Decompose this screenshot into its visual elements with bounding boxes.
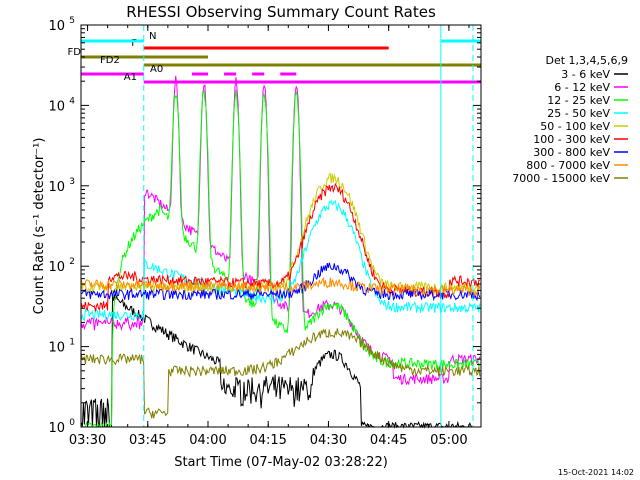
- y-tick-exponent: 4: [69, 96, 75, 106]
- flag-label: FD2: [100, 55, 120, 66]
- y-tick-exponent: 3: [69, 177, 75, 187]
- series-line-6: [81, 262, 481, 302]
- chart-title: RHESSI Observing Summary Count Rates: [126, 3, 436, 21]
- series-line-1: [80, 75, 481, 386]
- y-axis-label: Count Rate (s⁻¹ detector⁻¹): [32, 138, 47, 315]
- flag-label: A0: [150, 64, 163, 75]
- y-tick-exponent: 2: [69, 257, 75, 267]
- series-line-2: [80, 89, 481, 429]
- flag-label: N: [149, 31, 156, 42]
- legend-entry-1: 6 - 12 keV: [554, 81, 610, 94]
- legend-entry-5: 100 - 300 keV: [533, 133, 610, 146]
- legend-entry-0: 3 - 6 keV: [561, 68, 610, 81]
- series-lines: [80, 75, 481, 429]
- timestamp: 15-Oct-2021 14:02: [558, 468, 634, 477]
- series-line-8: [80, 328, 481, 419]
- y-tick-exponent: 1: [69, 338, 75, 348]
- y-tick-exponent: 0: [69, 418, 75, 428]
- series-line-7: [80, 276, 481, 297]
- legend-entry-6: 300 - 800 keV: [533, 146, 610, 159]
- plot-frame: [80, 24, 482, 428]
- x-axis-label: Start Time (07-May-02 03:28:22): [174, 455, 388, 470]
- y-tick-label: 10: [48, 180, 65, 195]
- series-line-4: [80, 172, 481, 295]
- x-tick-label: 04:45: [370, 433, 407, 448]
- legend-entry-3: 25 - 50 keV: [547, 107, 610, 120]
- y-tick-label: 10: [48, 421, 65, 436]
- x-tick-label: 03:30: [69, 433, 106, 448]
- axis-ticks: 03:30 03:45 04:00 04:15 04:30 04:45 05:00 10 0 10…: [48, 16, 481, 448]
- legend-entry-8: 7000 - 15000 keV: [512, 172, 610, 185]
- legend-entry-7: 800 - 7000 keV: [526, 159, 610, 172]
- y-tick-label: 10: [48, 19, 65, 34]
- flag-label: FD: [68, 47, 82, 58]
- legend-entry-2: 12 - 25 keV: [547, 94, 610, 107]
- series-line-3: [80, 199, 481, 322]
- y-tick-label: 10: [48, 99, 65, 114]
- x-tick-label: 04:15: [249, 433, 286, 448]
- y-tick-exponent: 5: [69, 16, 75, 26]
- flag-bars: N F FD FD2 A0 A1: [68, 25, 481, 427]
- flag-label: F: [131, 38, 137, 49]
- y-tick-label: 10: [48, 260, 65, 275]
- x-tick-label: 05:00: [430, 433, 467, 448]
- legend-entry-4: 50 - 100 keV: [540, 120, 610, 133]
- x-tick-label: 03:45: [129, 433, 166, 448]
- legend-title: Det 1,3,4,5,6,9: [545, 54, 628, 67]
- x-tick-label: 04:30: [310, 433, 347, 448]
- y-tick-label: 10: [48, 341, 65, 356]
- x-tick-label: 04:00: [189, 433, 226, 448]
- flag-label: A1: [124, 72, 137, 83]
